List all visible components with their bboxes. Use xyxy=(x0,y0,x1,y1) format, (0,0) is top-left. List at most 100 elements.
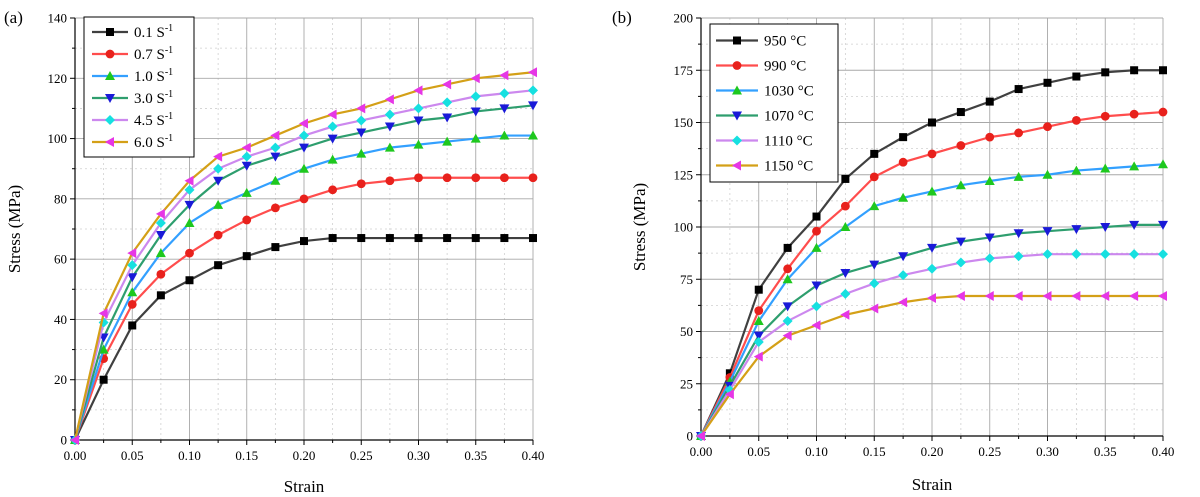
data-point xyxy=(184,175,194,186)
y-tick-label: 140 xyxy=(48,11,68,26)
data-point xyxy=(414,234,423,243)
y-tick-label: 120 xyxy=(48,71,68,86)
data-point xyxy=(898,270,909,281)
data-point xyxy=(1158,159,1168,169)
data-point xyxy=(927,293,936,304)
data-point xyxy=(499,88,510,99)
data-point xyxy=(782,302,793,312)
data-point xyxy=(270,142,281,153)
data-point xyxy=(783,243,792,252)
data-point xyxy=(384,94,394,105)
data-point xyxy=(841,174,850,183)
data-point xyxy=(442,173,452,183)
data-point xyxy=(414,173,423,183)
data-point xyxy=(870,149,879,158)
legend-label-superscript: -1 xyxy=(165,23,173,34)
legend-label: 1110 °C xyxy=(764,134,813,150)
data-point xyxy=(385,234,394,243)
data-point xyxy=(1042,249,1053,260)
y-tick-label: 20 xyxy=(54,372,67,387)
legend-label-superscript: -1 xyxy=(165,89,173,100)
data-point xyxy=(299,118,308,129)
data-point xyxy=(1072,72,1081,81)
data-point xyxy=(98,308,108,319)
data-point xyxy=(1042,169,1053,179)
y-axis-label: Stress (MPa) xyxy=(5,185,24,273)
x-tick-label: 0.10 xyxy=(805,444,828,459)
panel-label: (a) xyxy=(4,8,23,27)
x-tick-label: 0.05 xyxy=(121,448,144,463)
legend-label-superscript: -1 xyxy=(165,133,173,144)
data-point xyxy=(869,260,880,270)
data-point xyxy=(1100,249,1111,260)
data-point xyxy=(385,176,395,186)
data-point xyxy=(242,215,252,225)
data-point xyxy=(155,248,166,258)
data-point xyxy=(1100,163,1111,173)
data-point xyxy=(927,243,937,253)
legend-label: 0.7 S-1 xyxy=(134,45,173,63)
y-tick-label: 0 xyxy=(687,429,694,444)
y-tick-label: 80 xyxy=(54,191,67,206)
legend-label: 1.0 S-1 xyxy=(134,67,173,85)
data-point xyxy=(811,320,821,331)
legend-label-superscript: -1 xyxy=(165,67,173,78)
data-point xyxy=(413,85,423,96)
y-tick-label: 50 xyxy=(680,324,693,339)
data-point xyxy=(241,161,252,171)
data-point xyxy=(270,152,281,162)
legend-marker xyxy=(733,36,741,45)
data-point xyxy=(270,175,281,185)
data-point xyxy=(499,173,509,183)
data-point xyxy=(500,234,509,243)
x-tick-label: 0.00 xyxy=(690,444,713,459)
data-point xyxy=(956,141,966,150)
x-tick-label: 0.35 xyxy=(1094,444,1117,459)
data-point xyxy=(327,109,337,120)
data-point xyxy=(956,108,965,117)
data-point xyxy=(327,134,338,144)
legend-box xyxy=(83,16,195,158)
chart-panel-b: 0.00 0.05 0.10 0.15 0.20 0.25 0.30 0.35 0.40 0 25 5… xyxy=(612,8,1174,494)
data-point xyxy=(1100,223,1111,232)
data-point xyxy=(528,173,538,183)
x-tick-label: 0.25 xyxy=(350,448,373,463)
data-point xyxy=(898,297,908,308)
data-point xyxy=(184,200,195,210)
data-point xyxy=(898,192,909,202)
data-point xyxy=(985,97,994,106)
data-point xyxy=(869,172,879,182)
data-point xyxy=(1158,107,1168,117)
data-point xyxy=(241,151,252,162)
legend-marker xyxy=(105,94,115,103)
y-tick-label: 100 xyxy=(674,220,694,235)
legend-marker xyxy=(732,160,741,171)
data-point xyxy=(271,243,280,252)
legend: 950 °C 990 °C 1030 °C 1070 °C 1110 °C 1150 °C xyxy=(709,23,839,183)
data-point xyxy=(70,435,79,445)
legend-label: 1030 °C xyxy=(764,84,814,100)
data-point xyxy=(443,234,452,243)
data-point xyxy=(985,132,995,142)
data-point xyxy=(927,186,937,196)
data-point xyxy=(1042,290,1052,301)
data-point xyxy=(356,115,367,126)
data-point xyxy=(127,273,138,283)
data-point xyxy=(1071,290,1081,301)
data-point xyxy=(1013,171,1024,181)
data-point xyxy=(128,321,137,330)
data-point xyxy=(812,226,821,236)
data-point xyxy=(753,351,763,362)
data-point xyxy=(356,103,366,114)
legend: 0.1 S-1 0.7 S-1 1.0 S-1 3.0 S-1 4.5 S-1 6.0 S… xyxy=(83,16,195,158)
data-point xyxy=(356,179,366,189)
data-point xyxy=(528,130,538,140)
data-point xyxy=(470,107,481,117)
data-point xyxy=(470,133,481,143)
legend-marker xyxy=(106,28,114,36)
data-point xyxy=(299,130,309,141)
data-point xyxy=(327,121,338,132)
data-point xyxy=(927,263,937,274)
data-point xyxy=(782,316,793,327)
data-point xyxy=(442,113,453,123)
